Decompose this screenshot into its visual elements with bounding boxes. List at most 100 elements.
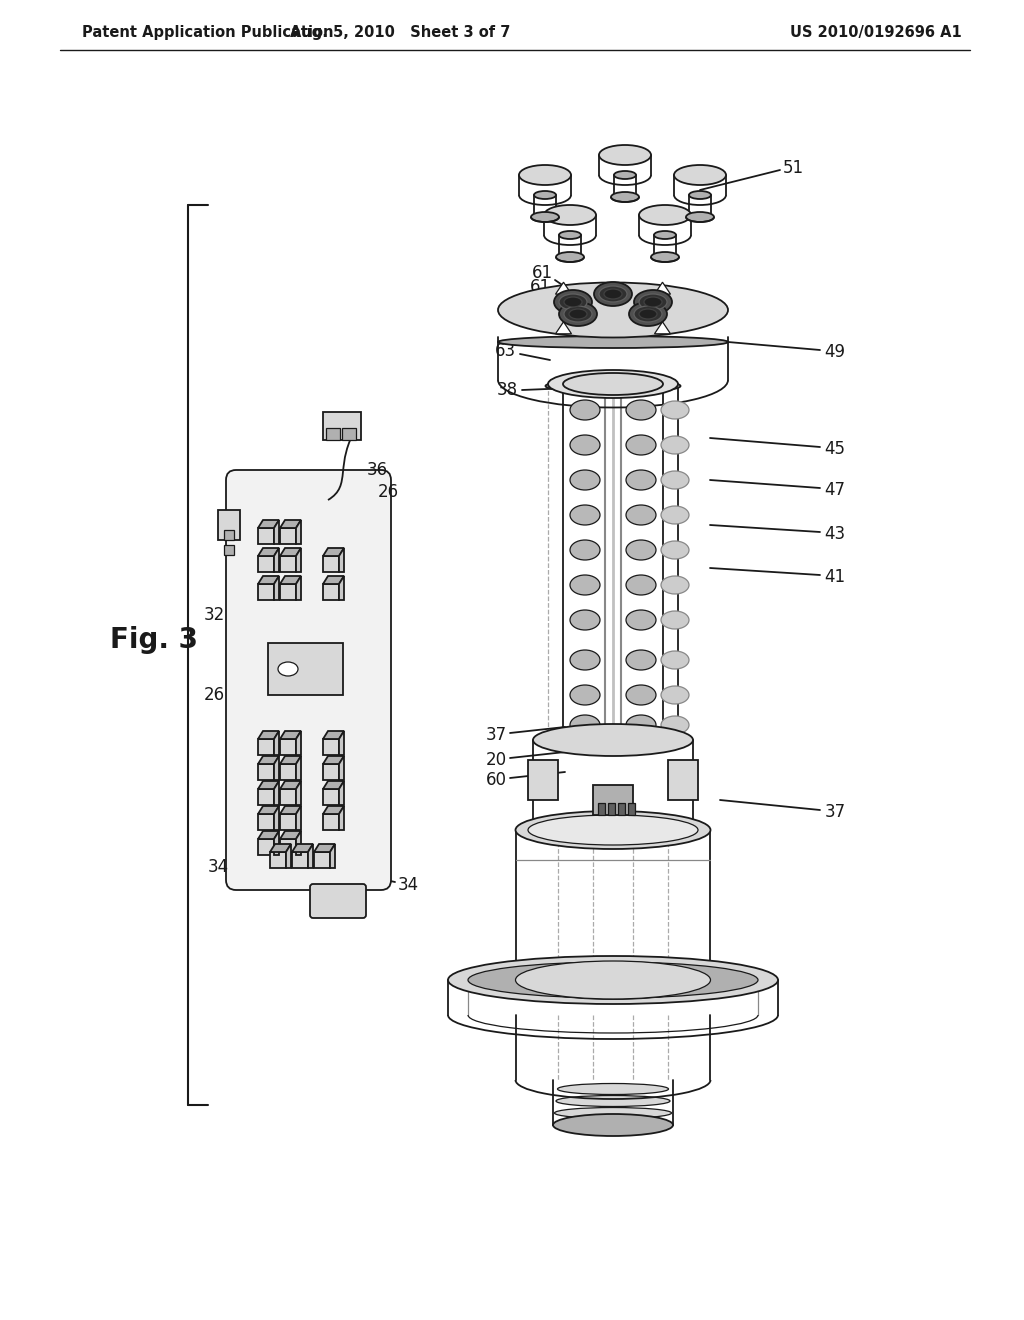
Polygon shape bbox=[296, 756, 301, 780]
Ellipse shape bbox=[570, 610, 600, 630]
Bar bbox=[258, 789, 274, 805]
Ellipse shape bbox=[611, 191, 639, 202]
Bar bbox=[280, 528, 296, 544]
Ellipse shape bbox=[594, 282, 632, 306]
Ellipse shape bbox=[662, 401, 689, 418]
Ellipse shape bbox=[662, 471, 689, 488]
Ellipse shape bbox=[570, 470, 600, 490]
Ellipse shape bbox=[639, 294, 667, 310]
Ellipse shape bbox=[626, 715, 656, 735]
Ellipse shape bbox=[559, 302, 597, 326]
Bar bbox=[224, 531, 234, 540]
Polygon shape bbox=[339, 756, 344, 780]
Ellipse shape bbox=[626, 610, 656, 630]
Ellipse shape bbox=[570, 540, 600, 560]
Polygon shape bbox=[280, 731, 301, 739]
Polygon shape bbox=[286, 843, 291, 869]
Ellipse shape bbox=[599, 286, 627, 302]
Text: 37: 37 bbox=[485, 726, 507, 744]
Polygon shape bbox=[274, 832, 279, 855]
Text: 37: 37 bbox=[824, 803, 846, 821]
Polygon shape bbox=[280, 520, 301, 528]
Text: 34: 34 bbox=[208, 858, 228, 876]
Ellipse shape bbox=[662, 576, 689, 594]
Bar bbox=[280, 840, 296, 855]
Ellipse shape bbox=[570, 506, 600, 525]
Ellipse shape bbox=[548, 370, 678, 399]
Bar bbox=[628, 803, 635, 814]
Ellipse shape bbox=[662, 541, 689, 558]
Ellipse shape bbox=[278, 663, 298, 676]
Bar bbox=[323, 412, 361, 440]
Polygon shape bbox=[308, 843, 313, 869]
Bar bbox=[323, 814, 339, 830]
Polygon shape bbox=[654, 322, 671, 334]
Text: 51: 51 bbox=[782, 158, 804, 177]
Bar bbox=[593, 785, 633, 814]
Ellipse shape bbox=[614, 172, 636, 180]
Text: 49: 49 bbox=[824, 343, 846, 360]
Ellipse shape bbox=[559, 294, 587, 310]
Polygon shape bbox=[258, 756, 279, 764]
Polygon shape bbox=[274, 520, 279, 544]
Polygon shape bbox=[258, 520, 279, 528]
Text: 43: 43 bbox=[824, 525, 846, 543]
Ellipse shape bbox=[553, 1114, 673, 1137]
Bar bbox=[608, 803, 615, 814]
Text: 63: 63 bbox=[495, 342, 515, 360]
Ellipse shape bbox=[604, 289, 622, 300]
Polygon shape bbox=[323, 731, 344, 739]
Ellipse shape bbox=[468, 962, 758, 998]
Bar bbox=[280, 764, 296, 780]
Ellipse shape bbox=[674, 165, 726, 185]
Text: 41: 41 bbox=[824, 568, 846, 586]
Bar bbox=[280, 583, 296, 601]
Polygon shape bbox=[274, 781, 279, 805]
Polygon shape bbox=[296, 832, 301, 855]
Ellipse shape bbox=[662, 651, 689, 669]
Ellipse shape bbox=[515, 961, 711, 999]
Ellipse shape bbox=[599, 145, 651, 165]
Polygon shape bbox=[323, 576, 344, 583]
Polygon shape bbox=[323, 756, 344, 764]
Bar bbox=[280, 556, 296, 572]
Polygon shape bbox=[314, 843, 335, 851]
Ellipse shape bbox=[556, 1096, 670, 1106]
Ellipse shape bbox=[629, 302, 667, 326]
Ellipse shape bbox=[544, 205, 596, 224]
Polygon shape bbox=[292, 843, 313, 851]
FancyBboxPatch shape bbox=[310, 884, 366, 917]
Ellipse shape bbox=[449, 956, 778, 1005]
Ellipse shape bbox=[570, 685, 600, 705]
Bar bbox=[323, 789, 339, 805]
Bar bbox=[280, 789, 296, 805]
Ellipse shape bbox=[564, 306, 592, 322]
Text: Fig. 3: Fig. 3 bbox=[110, 626, 198, 653]
Bar bbox=[258, 764, 274, 780]
Ellipse shape bbox=[534, 191, 556, 199]
Bar bbox=[292, 851, 308, 869]
Ellipse shape bbox=[639, 205, 691, 224]
FancyBboxPatch shape bbox=[226, 470, 391, 890]
Ellipse shape bbox=[557, 1084, 669, 1094]
Bar bbox=[258, 528, 274, 544]
Bar bbox=[270, 851, 286, 869]
Polygon shape bbox=[258, 576, 279, 583]
Bar bbox=[326, 428, 340, 440]
Polygon shape bbox=[339, 781, 344, 805]
Ellipse shape bbox=[686, 213, 714, 222]
Ellipse shape bbox=[662, 436, 689, 454]
Bar bbox=[280, 814, 296, 830]
Ellipse shape bbox=[662, 686, 689, 704]
Text: 26: 26 bbox=[378, 483, 398, 502]
Text: 45: 45 bbox=[824, 440, 846, 458]
Ellipse shape bbox=[555, 1107, 672, 1118]
Text: 20: 20 bbox=[485, 751, 507, 770]
Polygon shape bbox=[258, 731, 279, 739]
Ellipse shape bbox=[531, 213, 559, 222]
Ellipse shape bbox=[556, 252, 584, 261]
Polygon shape bbox=[274, 576, 279, 601]
Polygon shape bbox=[339, 807, 344, 830]
Ellipse shape bbox=[626, 685, 656, 705]
Bar bbox=[258, 814, 274, 830]
